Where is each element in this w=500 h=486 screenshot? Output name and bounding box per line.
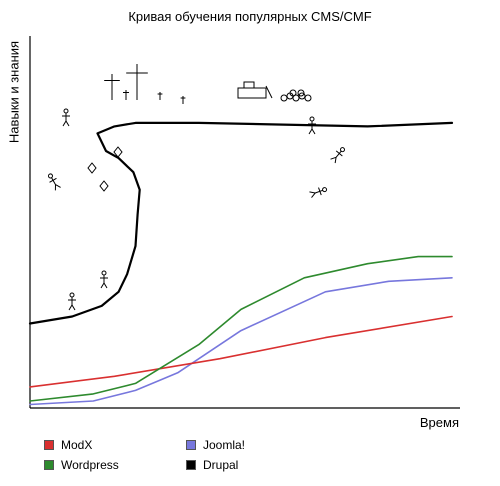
rocks-doodle [280, 89, 312, 102]
stick-figure-doodle [330, 147, 345, 164]
x-axis-label: Время [419, 415, 459, 430]
cross-doodle [180, 96, 186, 104]
rock-doodle [87, 162, 97, 174]
cross-doodle [123, 90, 129, 100]
series-line-drupal [28, 121, 454, 325]
stick-figure-doodle [309, 187, 328, 198]
stick-figure-doodle [62, 108, 70, 127]
cross-doodle [126, 64, 148, 100]
chart-title: Кривая обучения популярных CMS/CMF [128, 9, 372, 24]
bulldozer-doodle [237, 81, 273, 99]
stick-figure-doodle [68, 292, 76, 311]
cross-doodle [157, 92, 163, 100]
series-line-wordpress [29, 255, 453, 402]
cross-doodle [104, 74, 120, 100]
stick-figure-doodle [48, 173, 61, 191]
series-line-joomla [29, 277, 453, 406]
stick-figure-doodle [100, 270, 108, 289]
rock-doodle [99, 180, 109, 192]
series-line-modx [29, 315, 453, 388]
